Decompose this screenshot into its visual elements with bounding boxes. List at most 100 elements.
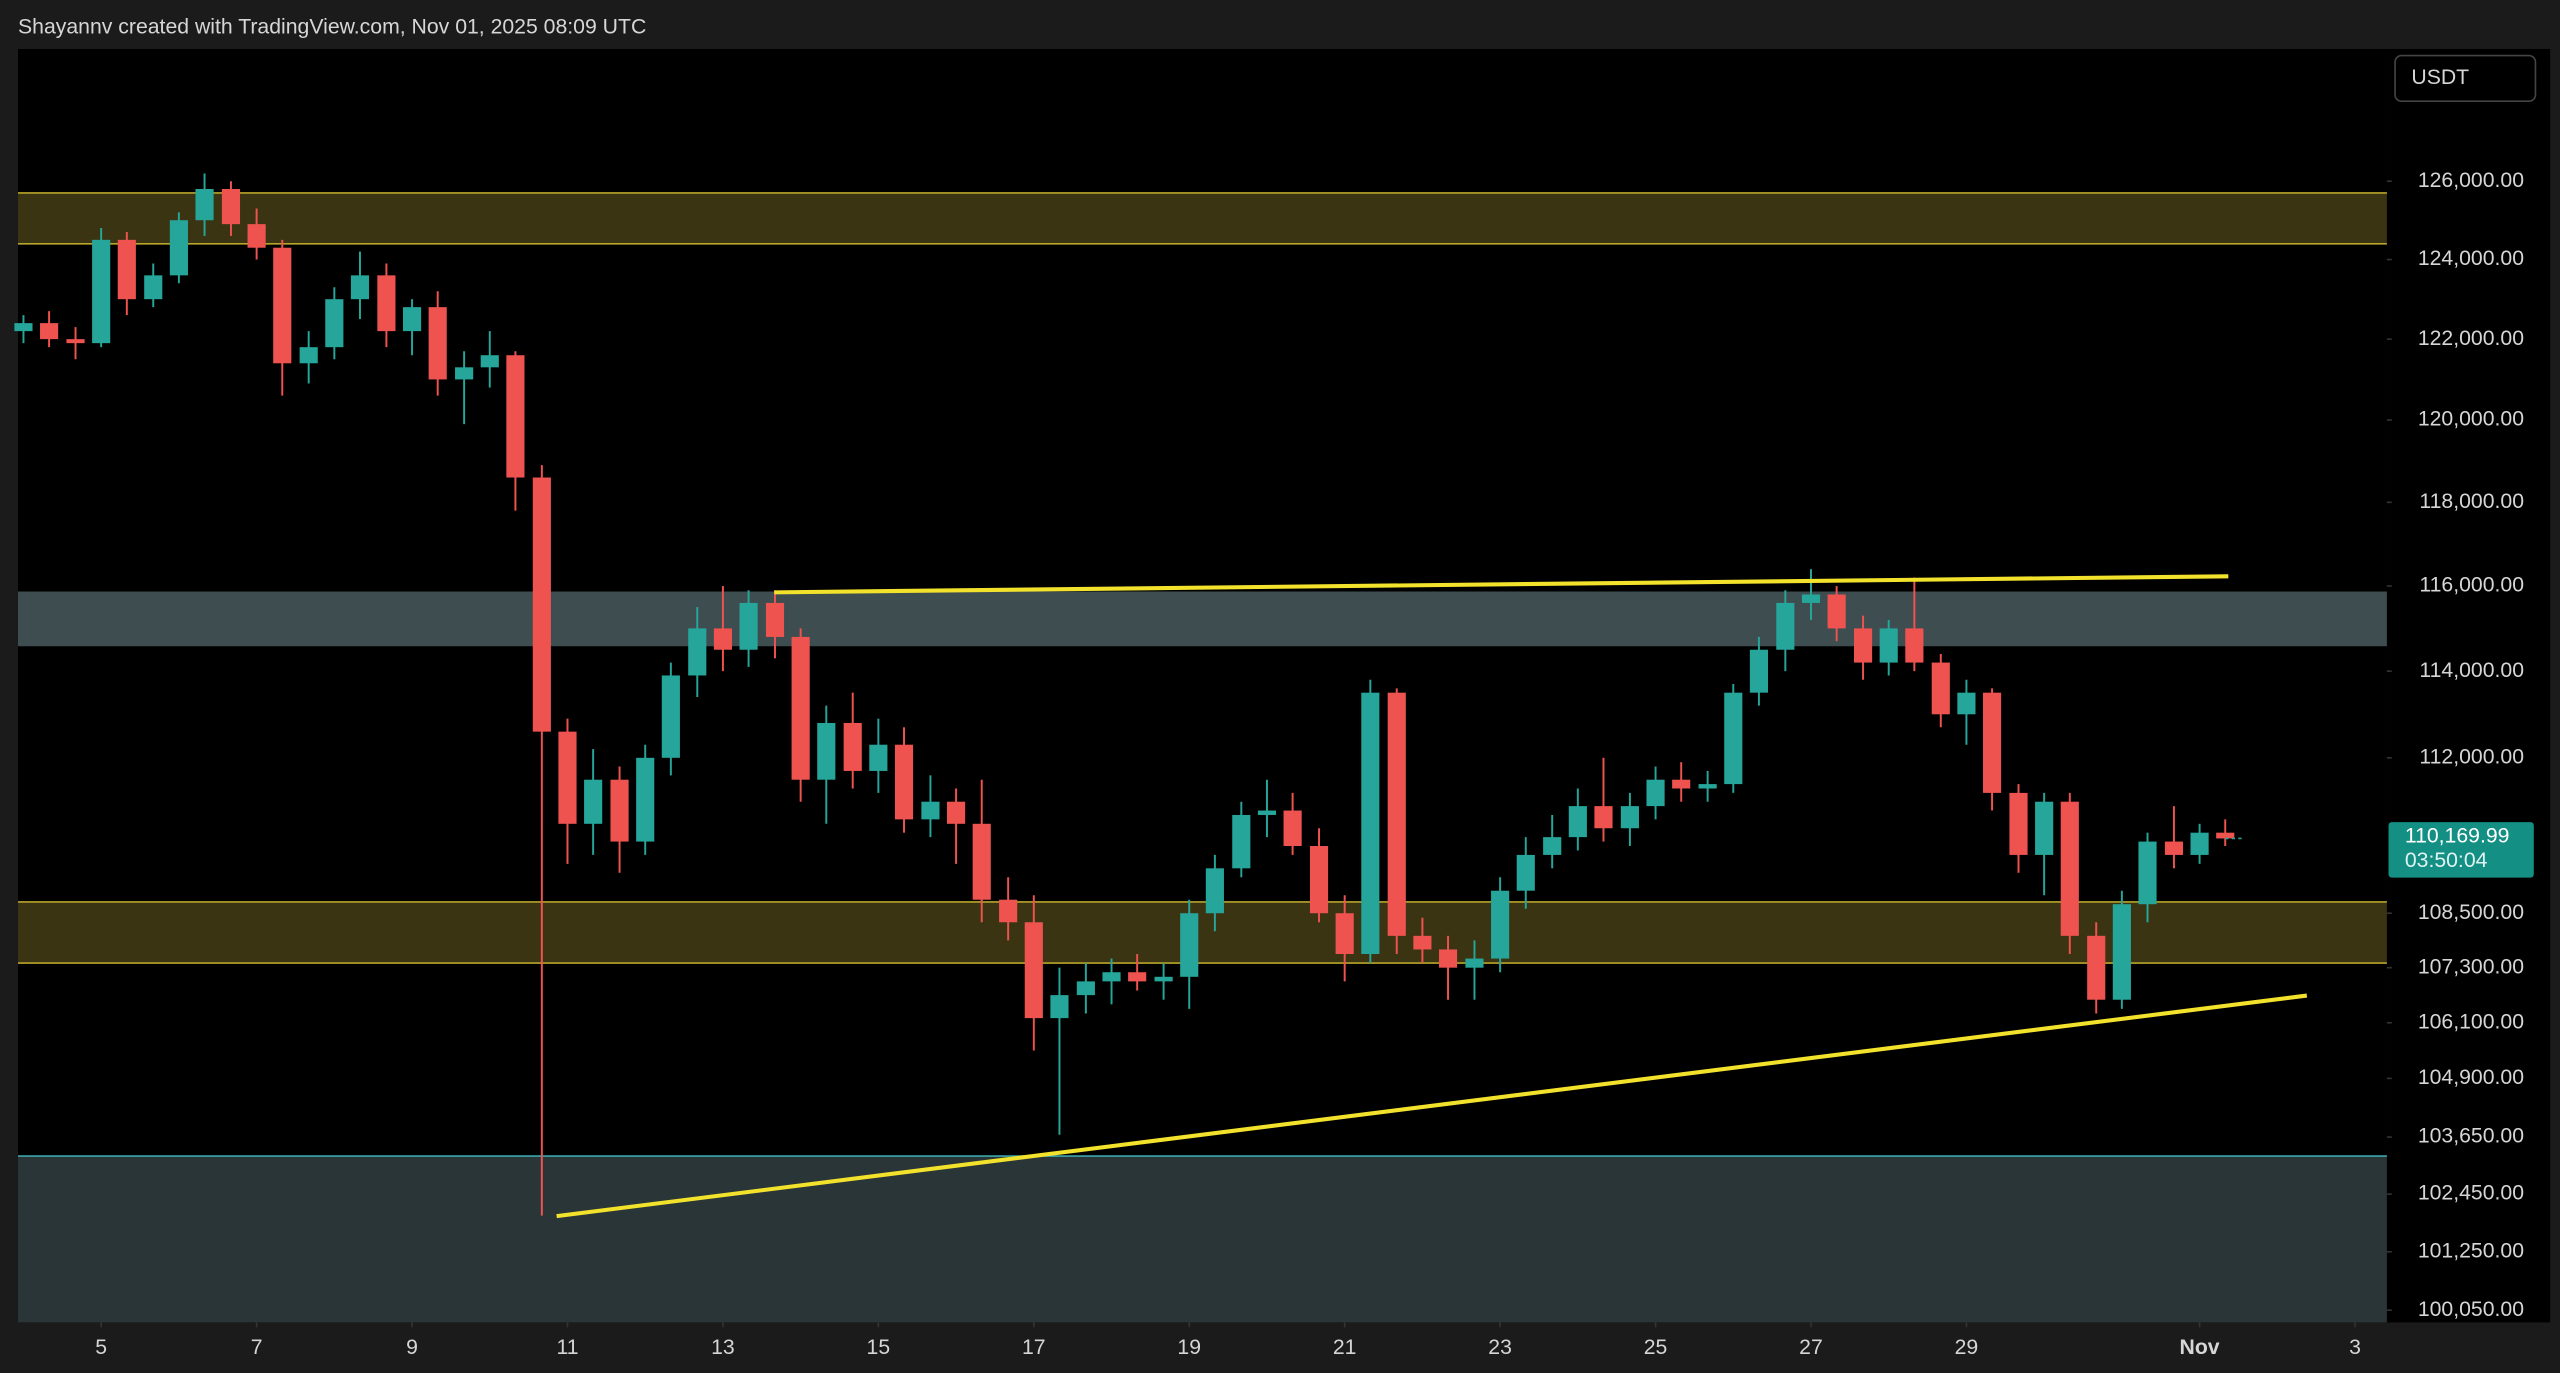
- candle-body: [117, 239, 136, 300]
- candle-body: [1931, 662, 1950, 715]
- candle-body: [1594, 806, 1613, 829]
- candle-body: [713, 628, 732, 650]
- candle-body: [610, 779, 629, 842]
- x-tick-label: 19: [1177, 1336, 1201, 1359]
- candle-body: [947, 801, 966, 824]
- y-tick-label: 104,900.00: [2418, 1066, 2524, 1089]
- candle-body: [1335, 913, 1354, 955]
- y-tick-label: 103,650.00: [2418, 1125, 2524, 1148]
- y-tick-label: 124,000.00: [2418, 247, 2524, 270]
- zone: [18, 592, 2387, 646]
- candle-body: [1646, 779, 1665, 807]
- candle-body: [221, 188, 241, 225]
- y-tick-label: 112,000.00: [2419, 745, 2524, 768]
- candle-body: [1283, 810, 1302, 847]
- candle-body: [1853, 628, 1873, 663]
- candle-body: [2164, 841, 2184, 855]
- candle-body: [40, 323, 59, 340]
- candle-body: [921, 801, 940, 820]
- candle-body: [506, 355, 525, 478]
- x-tick-label: 3: [2349, 1336, 2361, 1359]
- x-tick-label: 13: [711, 1336, 735, 1359]
- candle-body: [1076, 981, 1095, 996]
- candle-body: [1465, 958, 1484, 968]
- y-tick-label: 108,500.00: [2418, 901, 2524, 924]
- candle-body: [2009, 792, 2028, 855]
- candle-body: [1050, 995, 1069, 1019]
- candle-body: [273, 247, 292, 364]
- price-axis: [2386, 48, 2551, 1323]
- chart-layer: 126,000.00 124,000.00 122,000.00 120,000.00…: [14, 169, 2534, 1359]
- candle-body: [661, 675, 680, 758]
- candle-body: [1413, 935, 1432, 950]
- x-tick-label: 25: [1644, 1336, 1668, 1359]
- currency-box[interactable]: [2394, 54, 2537, 103]
- countdown-label: 03:50:04: [2405, 849, 2488, 872]
- y-tick-label: 120,000.00: [2418, 408, 2524, 431]
- candle-body: [999, 899, 1018, 923]
- candle-body: [894, 744, 914, 820]
- candle-body: [1801, 594, 1821, 603]
- candle-body: [402, 307, 422, 332]
- header-text: Shayannv created with TradingView.com, N…: [18, 15, 646, 38]
- candle-body: [1309, 846, 1329, 914]
- x-tick-label: 17: [1022, 1336, 1046, 1359]
- last-price-badge: [2388, 822, 2534, 878]
- candle-body: [972, 823, 991, 900]
- last-price-label: 110,169.99: [2405, 824, 2510, 847]
- y-tick-label: 100,050.00: [2418, 1298, 2524, 1321]
- candle-body: [2138, 841, 2157, 905]
- candle-body: [66, 339, 85, 344]
- candle-body: [1205, 868, 1224, 914]
- currency-label[interactable]: USDT: [2411, 66, 2469, 89]
- y-tick-label: 118,000.00: [2419, 490, 2524, 513]
- candle-body: [1516, 854, 1535, 891]
- candle-body: [584, 779, 603, 824]
- candle-body: [169, 220, 188, 276]
- candle-body: [247, 224, 266, 248]
- x-tick-label: Nov: [2180, 1336, 2220, 1359]
- x-tick-label: 29: [1955, 1336, 1979, 1359]
- candle-body: [325, 299, 344, 348]
- candle-body: [1024, 922, 1043, 1019]
- candle-body: [791, 636, 810, 780]
- candle-body: [1232, 814, 1251, 869]
- x-tick-label: 5: [95, 1336, 107, 1359]
- candle-body: [455, 367, 474, 380]
- x-tick-label: 11: [556, 1336, 578, 1359]
- candle-body: [1957, 692, 1976, 715]
- candle-body: [1154, 976, 1173, 982]
- y-tick-label: 107,300.00: [2418, 955, 2524, 978]
- trendline: [556, 993, 2308, 1219]
- candle-body: [480, 355, 499, 368]
- candle-body: [1257, 810, 1277, 815]
- y-tick-label: 101,250.00: [2418, 1239, 2524, 1262]
- candle-body: [377, 275, 396, 332]
- candle-body: [843, 722, 862, 771]
- candle-body: [1387, 692, 1406, 936]
- candle-body: [1568, 806, 1587, 838]
- candle-body: [1749, 649, 1768, 693]
- x-tick-label: 7: [251, 1336, 263, 1359]
- candle-body: [1438, 949, 1458, 968]
- candle-body: [1698, 784, 1717, 789]
- candle-body: [195, 188, 214, 221]
- x-tick-label: 21: [1333, 1336, 1357, 1359]
- candle-body: [299, 347, 318, 364]
- plot-area: [18, 48, 2387, 1323]
- candle-body: [765, 602, 785, 637]
- zone: [18, 901, 2387, 964]
- candle-body: [2112, 904, 2131, 1000]
- candle-body: [92, 239, 111, 344]
- candle-body: [1672, 779, 1691, 789]
- candle-body: [817, 722, 836, 780]
- x-tick-label: 27: [1799, 1336, 1823, 1359]
- y-tick-label: 116,000.00: [2419, 574, 2524, 597]
- candle-body: [1128, 972, 1147, 982]
- candle-body: [2035, 801, 2054, 855]
- candle-body: [739, 602, 758, 650]
- candle-body: [1361, 692, 1380, 955]
- candle-body: [1102, 972, 1121, 982]
- y-tick-label: 126,000.00: [2418, 169, 2524, 192]
